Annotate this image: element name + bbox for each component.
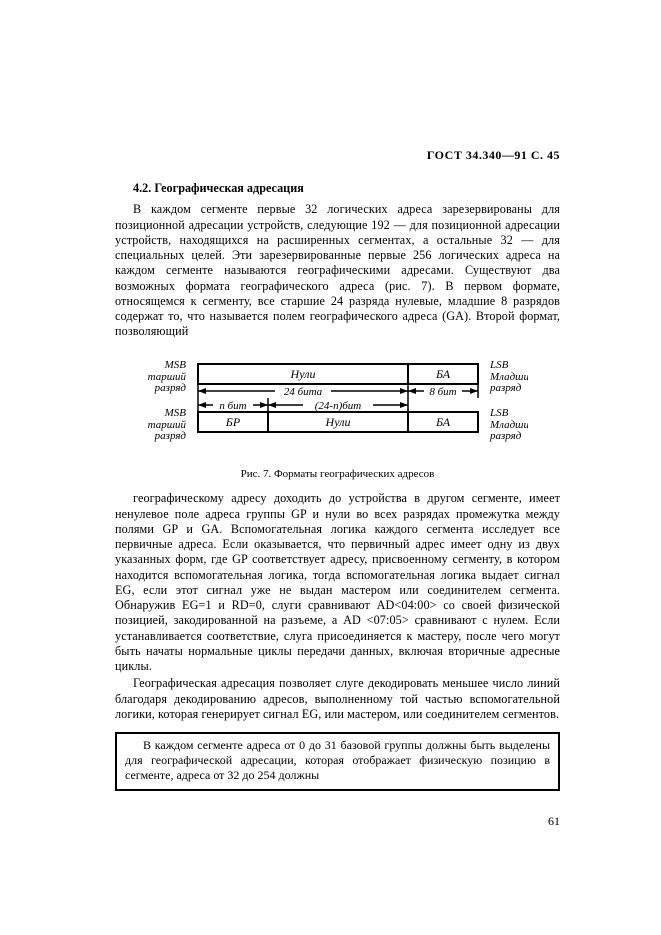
row1-text1: Нули (289, 367, 315, 381)
page-content: ГОСТ 34.340—91 С. 45 4.2. Географическая… (115, 148, 560, 791)
lsb-top-label: LSB (489, 359, 509, 371)
row2-text3: БА (434, 415, 450, 429)
younger-top-2: разряд (489, 382, 522, 394)
paragraph-2: географическому адресу доходить до устро… (115, 491, 560, 674)
row2-text2: Нули (324, 415, 350, 429)
boxed-note: В каждом сегменте адреса от 0 до 31 базо… (115, 732, 560, 791)
dim2-text: 8 бит (429, 386, 456, 398)
paragraph-3: Географическая адресация позволяет слуге… (115, 676, 560, 722)
row1-text2: БА (434, 367, 450, 381)
lsb-bot-label: LSB (489, 407, 509, 419)
figure-7: MSB Старший разряд LSB Младший разряд Ну… (148, 350, 528, 460)
msb-top-label: MSB (163, 359, 186, 371)
page-number: 61 (548, 814, 560, 829)
header-standard: ГОСТ 34.340—91 С. 45 (115, 148, 560, 163)
dim1-text: 24 бита (283, 386, 322, 398)
paragraph-1: В каждом сегменте первые 32 логических а… (115, 202, 560, 339)
dim4-text: (24-n)бит (314, 400, 361, 412)
younger-bot-2: разряд (489, 430, 522, 442)
row2-text1: БР (224, 415, 240, 429)
section-title: 4.2. Географическая адресация (115, 181, 560, 196)
msb-bot-label: MSB (163, 407, 186, 419)
figure-caption: Рис. 7. Форматы географических адресов (115, 468, 560, 482)
older-bot-2: разряд (153, 430, 186, 442)
older-top-2: разряд (153, 382, 186, 394)
dim3-text: n бит (219, 400, 246, 412)
